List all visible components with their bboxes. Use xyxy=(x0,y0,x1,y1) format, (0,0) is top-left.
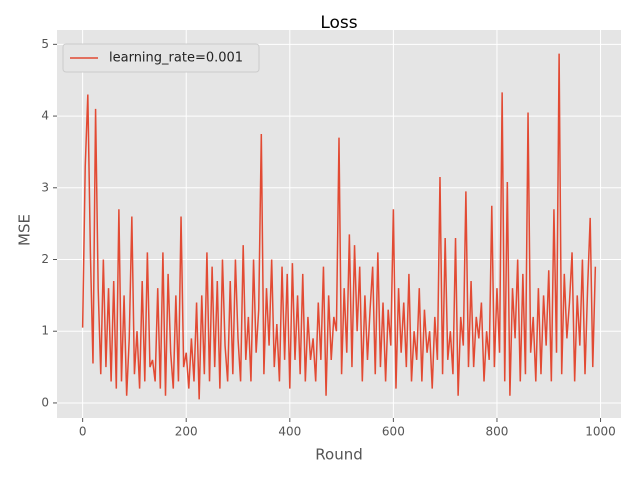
y-axis-label: MSE xyxy=(16,214,34,246)
y-tick-label: 5 xyxy=(41,37,49,51)
legend-box xyxy=(62,43,260,73)
x-axis-label: Round xyxy=(315,446,362,464)
y-tick-label: 2 xyxy=(41,252,49,266)
x-tick-label: 0 xyxy=(79,425,87,439)
marks xyxy=(81,53,597,400)
y-tick-label: 1 xyxy=(41,324,49,338)
x-tick-label: 1000 xyxy=(585,425,616,439)
chart-title: Loss xyxy=(320,13,357,33)
x-tick-label: 800 xyxy=(486,425,509,439)
x-tick-label: 400 xyxy=(278,425,301,439)
x-tick-label: 200 xyxy=(175,425,198,439)
line xyxy=(81,53,597,400)
legend: learning_rate=0.001 xyxy=(62,43,260,73)
y-tick-label: 0 xyxy=(41,395,49,409)
y-tick-label: 3 xyxy=(41,180,49,194)
x-tick-label: 600 xyxy=(382,425,405,439)
y-tick-label: 4 xyxy=(41,109,49,123)
legend-label: learning_rate=0.001 xyxy=(109,51,243,66)
